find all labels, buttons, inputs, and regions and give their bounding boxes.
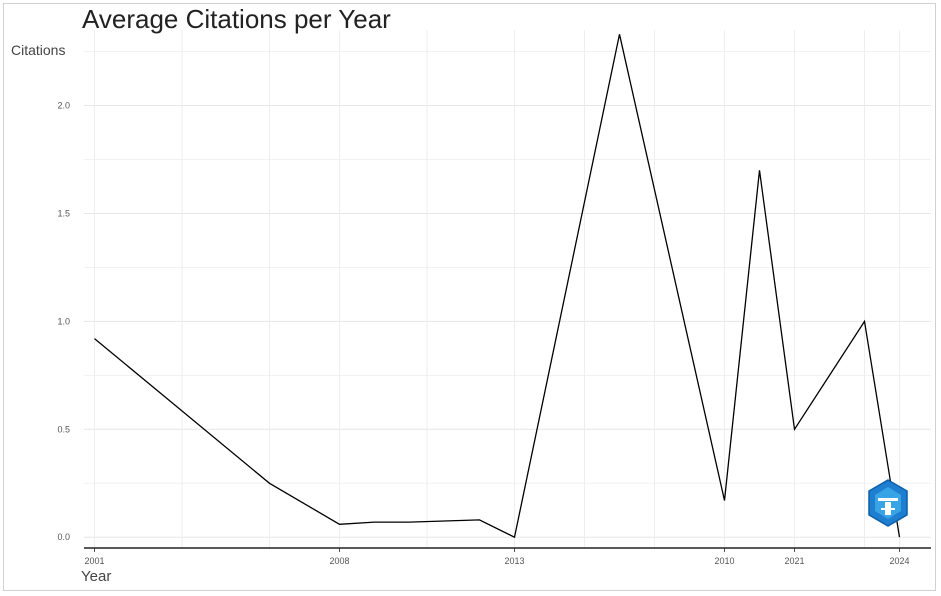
x-tick-label: 2013 <box>504 556 524 566</box>
x-tick-label: 2021 <box>784 556 804 566</box>
x-axis-label: Year <box>81 568 112 585</box>
y-tick-label: 1.5 <box>57 208 70 218</box>
citations-line <box>94 34 901 539</box>
y-tick-label: 1.0 <box>57 316 70 326</box>
chart-frame <box>3 3 936 591</box>
data-series <box>94 34 901 539</box>
y-tick-label: 0.0 <box>57 532 70 542</box>
hexagon-logo-icon <box>866 478 910 528</box>
chart-title: Average Citations per Year <box>82 4 391 34</box>
y-tick-label: 0.5 <box>57 424 70 434</box>
x-tick-label: 2008 <box>329 556 349 566</box>
y-axis-ticks: 0.0 0.5 1.0 1.5 2.0 <box>57 101 70 543</box>
y-tick-label: 2.0 <box>57 101 70 111</box>
grid-lines <box>84 30 931 548</box>
y-axis-label: Citations <box>11 42 66 58</box>
x-tick-label: 2010 <box>714 556 734 566</box>
x-tick-label: 2024 <box>889 556 909 566</box>
x-axis-ticks: 2001 2008 2013 2010 2021 2024 <box>84 548 910 566</box>
x-tick-label: 2001 <box>84 556 104 566</box>
